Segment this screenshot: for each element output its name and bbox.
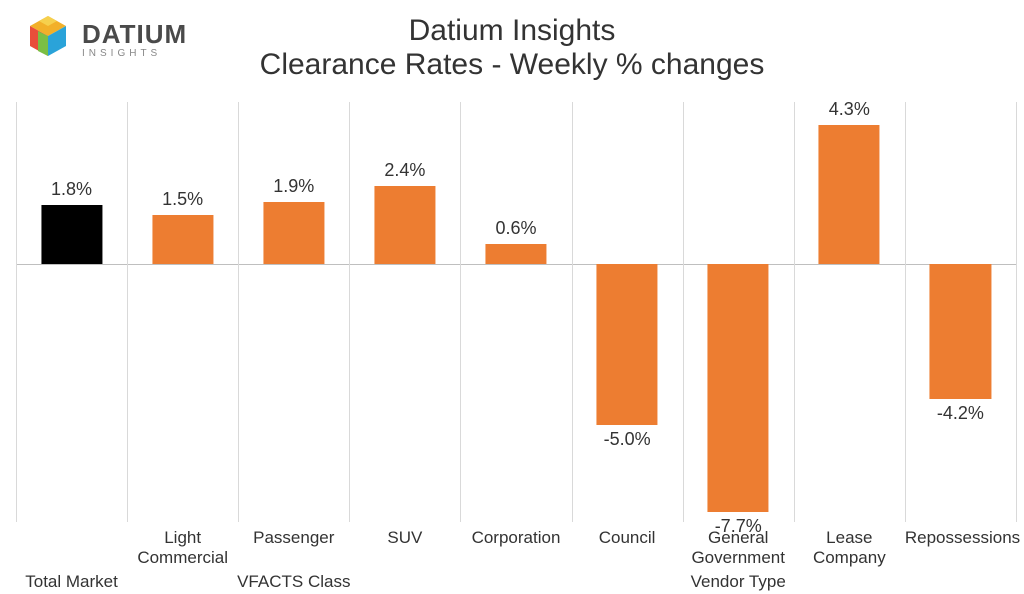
bar-slot-light-commercial: 1.5%LightCommercial [127,102,238,522]
bar-slot-lease-company: 4.3%LeaseCompany [794,102,905,522]
bar-value-label: 1.5% [127,189,238,210]
category-label: LeaseCompany [794,528,905,567]
category-label: Repossessions [905,528,1016,548]
category-label: Corporation [460,528,571,548]
bar-light-commercial [152,215,213,263]
bar-value-label: -4.2% [905,403,1016,424]
bar-value-label: -5.0% [572,429,683,450]
bar-repossessions [930,264,991,400]
plot-area: 1.8%Total Market1.5%LightCommercial1.9%P… [16,102,1016,522]
chart-container: DATIUM INSIGHTS Datium Insights Clearanc… [0,0,1024,594]
bar-value-label: 1.9% [238,176,349,197]
bar-value-label: 0.6% [460,218,571,239]
title-line-1: Datium Insights [0,14,1024,48]
group-label-vendor: Vendor Type [460,572,1016,592]
category-label: SUV [349,528,460,548]
title-line-2: Clearance Rates - Weekly % changes [0,48,1024,82]
bar-slot-repossessions: -4.2%Repossessions [905,102,1016,522]
bar-slot-passenger: 1.9%Passenger [238,102,349,522]
category-label: Passenger [238,528,349,548]
bar-lease-company [819,125,880,264]
bar-general-gov [708,264,769,513]
bar-value-label: 4.3% [794,99,905,120]
chart-title: Datium Insights Clearance Rates - Weekly… [0,14,1024,82]
bar-slot-total-market: 1.8%Total Market [16,102,127,522]
bar-value-label: 1.8% [16,179,127,200]
category-label: LightCommercial [127,528,238,567]
bar-corporation [485,244,546,263]
bar-suv [374,186,435,264]
bar-total-market [41,205,102,263]
bar-slot-corporation: 0.6%Corporation [460,102,571,522]
gridline [1016,102,1017,522]
category-label: Total Market [16,572,127,592]
category-label: Council [572,528,683,548]
bar-slot-suv: 2.4%SUV [349,102,460,522]
category-label: GeneralGovernment [683,528,794,567]
bar-value-label: 2.4% [349,160,460,181]
bar-slot-general-gov: -7.7%GeneralGovernment [683,102,794,522]
bar-slot-council: -5.0%Council [572,102,683,522]
bar-council [597,264,658,426]
bar-passenger [263,202,324,263]
group-label-vfacts: VFACTS Class [127,572,460,592]
